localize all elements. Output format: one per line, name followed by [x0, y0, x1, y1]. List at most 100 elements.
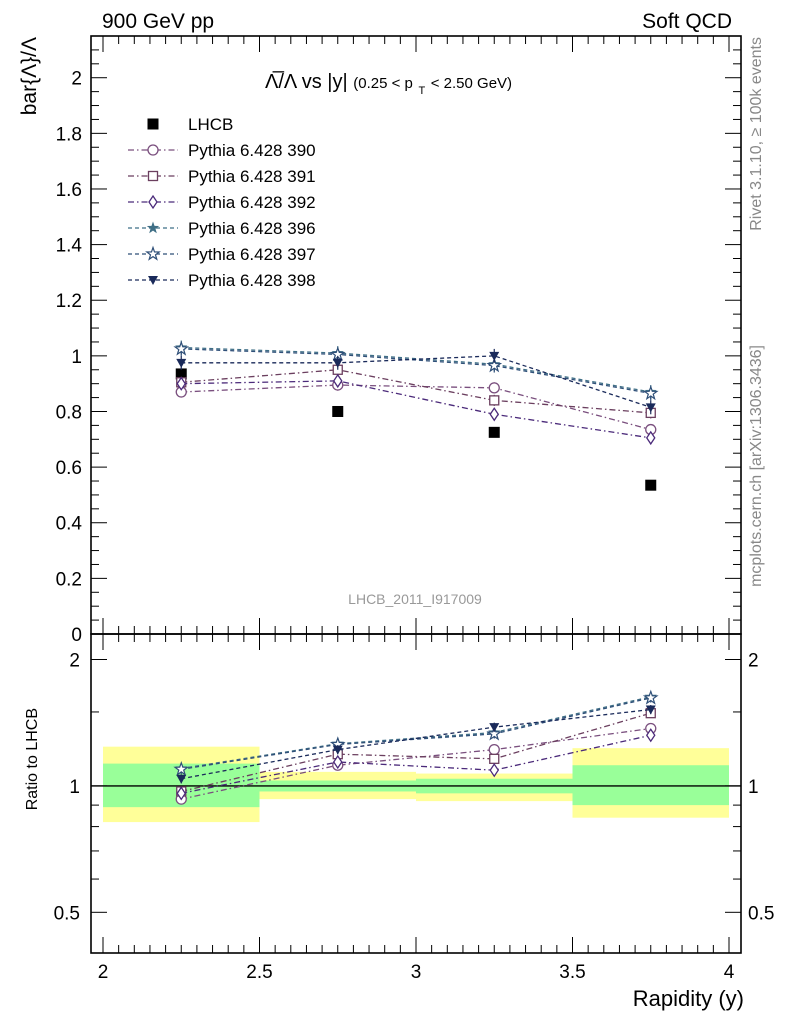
main-y-tick-label: 0.4	[56, 514, 83, 535]
ratio-data-point	[645, 728, 656, 743]
main-data-point	[332, 373, 343, 389]
main-panel: 0 0.2 0.4 0.6 0.8 1 1.2 1.4 1.6 1.8 2	[56, 35, 742, 646]
main-series-line	[181, 346, 651, 393]
main-data-point	[486, 357, 503, 373]
ratio-data-point	[489, 753, 500, 764]
main-data-point	[332, 405, 344, 417]
ratio-data-point	[176, 774, 187, 784]
x-tick-label: 3	[411, 962, 422, 983]
main-y-tick-label: 1.8	[56, 124, 82, 145]
ratio-data-point	[332, 754, 343, 770]
chart-title-sub-index: T	[418, 85, 425, 97]
ratio-series-5	[176, 705, 656, 784]
main-y-tick-label: 2	[71, 69, 82, 90]
main-data-point	[176, 358, 187, 368]
chart-title: Λ̅/Λ vs |y| (0.25 < p T < 2.50 GeV)	[265, 70, 512, 99]
main-data-point	[489, 407, 500, 422]
ratio-y-tick-label-right: 1	[748, 777, 759, 798]
ratio-panel: 0.5 0.5 1 1 2 2 2 2.5 3 3.5 4	[54, 633, 774, 983]
main-series-4	[175, 340, 657, 399]
ratio-y-tick-label: 2	[69, 650, 80, 671]
uncertainty-band-green	[572, 765, 729, 806]
ratio-data-point	[489, 763, 500, 778]
main-data-point	[488, 426, 500, 438]
main-series-line	[181, 369, 651, 414]
header-right: Soft QCD	[642, 10, 732, 33]
ratio-y-tick-label-right: 0.5	[748, 903, 774, 924]
main-data-point	[489, 395, 500, 406]
legend-marker	[147, 118, 159, 130]
ratio-data-point	[176, 786, 187, 801]
main-data-point	[645, 403, 656, 413]
main-y-tick-label: 1.6	[56, 180, 82, 201]
chart-title-sub: (0.25 < p	[353, 75, 413, 92]
main-data-point	[642, 385, 659, 401]
main-data-point	[176, 376, 187, 391]
main-series-6	[176, 348, 656, 415]
chart-title-sub-end: < 2.50 GeV)	[431, 75, 512, 92]
side-label-bottom: mcplots.cern.ch [arXiv:1306.3436]	[748, 345, 765, 587]
main-data-point	[645, 479, 657, 491]
legend-entry: LHCB	[188, 115, 233, 134]
legend-entry: Pythia 6.428 396	[188, 219, 316, 238]
analysis-watermark: LHCB_2011_I917009	[348, 591, 482, 607]
x-tick-label: 2	[98, 962, 109, 983]
x-tick-label: 3.5	[559, 962, 585, 983]
main-series-3	[176, 373, 656, 446]
ratio-data-point	[642, 689, 659, 705]
main-series-line	[181, 348, 651, 395]
ratio-data-point	[332, 745, 343, 755]
ratio-series-line	[181, 727, 651, 800]
x-axis-label: Rapidity (y)	[633, 986, 744, 1011]
x-tick-label: 4	[724, 962, 735, 983]
legend-marker	[147, 170, 159, 182]
main-y-tick-label: 1	[71, 347, 82, 368]
ratio-data-point	[645, 705, 656, 715]
main-y-tick-label: 1.2	[56, 291, 82, 312]
ratio-y-tick-label-right: 2	[748, 650, 759, 671]
ratio-series-line	[181, 708, 651, 780]
main-data-point	[488, 382, 500, 394]
main-data-point	[332, 358, 343, 368]
main-data-point	[175, 368, 187, 380]
legend-entry: Pythia 6.428 398	[188, 271, 316, 290]
legend: LHCB Pythia 6.428 390 Pythia 6.428 391 Pyth…	[128, 115, 316, 290]
legend-marker	[147, 144, 159, 156]
main-y-tick-label: 0.8	[56, 402, 82, 423]
ratio-data-point	[173, 760, 190, 777]
legend-entry: Pythia 6.428 392	[188, 193, 316, 212]
main-series-line	[181, 380, 651, 439]
chart-title-main: Λ̅/Λ vs |y|	[265, 70, 348, 93]
legend-marker	[146, 221, 160, 234]
main-series-line	[181, 355, 651, 408]
main-data-point	[173, 340, 190, 356]
ratio-y-axis-label: Ratio to LHCB	[24, 708, 41, 810]
main-y-tick-label: 1.4	[56, 236, 83, 257]
side-label-top: Rivet 3.1.10, ≥ 100k events	[748, 37, 765, 231]
main-y-tick-label: 0.6	[56, 458, 82, 479]
ratio-data-point	[488, 743, 500, 756]
main-series-2	[176, 364, 656, 419]
ratio-y-tick-label: 1	[69, 777, 80, 798]
main-series-0	[175, 368, 657, 491]
main-y-axis-label: bar{Λ}/Λ	[18, 37, 41, 115]
x-tick-label: 2.5	[246, 962, 272, 983]
main-series-5	[173, 340, 659, 401]
legend-entry: Pythia 6.428 391	[188, 167, 316, 186]
legend-marker	[148, 194, 158, 210]
legend-marker	[145, 245, 161, 261]
main-data-point	[645, 430, 656, 446]
main-data-point	[489, 351, 500, 361]
legend-entry: Pythia 6.428 397	[188, 245, 316, 264]
main-y-tick-label: 0.2	[56, 569, 82, 590]
ratio-series-2	[176, 728, 656, 801]
main-series-line	[181, 384, 651, 431]
ratio-data-point	[489, 723, 500, 733]
ratio-data-point	[486, 725, 503, 741]
legend-entry: Pythia 6.428 390	[188, 141, 316, 160]
main-y-tick-label: 0	[71, 625, 82, 646]
ratio-series-line	[181, 696, 651, 770]
ratio-series-line	[181, 734, 651, 794]
ratio-y-tick-label: 0.5	[54, 903, 80, 924]
